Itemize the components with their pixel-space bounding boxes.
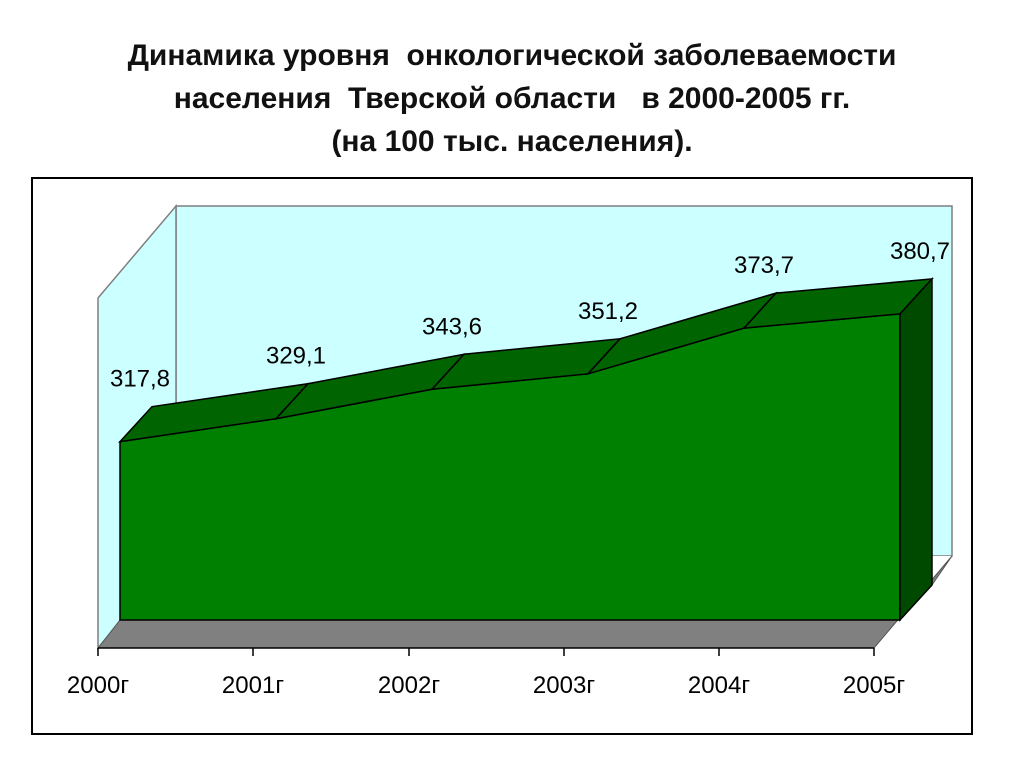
chart-title-line-1: Динамика уровня онкологической заболевае… <box>127 39 897 72</box>
chart-frame <box>31 177 973 735</box>
data-label: 373,7 <box>734 252 794 279</box>
data-label: 351,2 <box>578 298 638 325</box>
data-label: 329,1 <box>266 343 326 370</box>
data-label: 343,6 <box>422 313 482 340</box>
x-tick-label: 2001г <box>222 672 284 699</box>
data-label: 317,8 <box>110 366 170 393</box>
x-tick-label: 2000г <box>67 672 129 699</box>
x-tick-label: 2004г <box>688 672 750 699</box>
area-side-face <box>899 276 933 622</box>
chart-title-line-2: населения Тверской области в 2000-2005 г… <box>173 82 851 115</box>
x-tick-label: 2002г <box>378 672 440 699</box>
data-label: 380,7 <box>890 238 950 265</box>
chart-title-line-3: (на 100 тыс. населения). <box>331 125 693 158</box>
x-tick-label: 2005г <box>843 672 905 699</box>
chart-title: Динамика уровня онкологической заболевае… <box>0 34 1024 163</box>
x-tick-label: 2003г <box>533 672 595 699</box>
